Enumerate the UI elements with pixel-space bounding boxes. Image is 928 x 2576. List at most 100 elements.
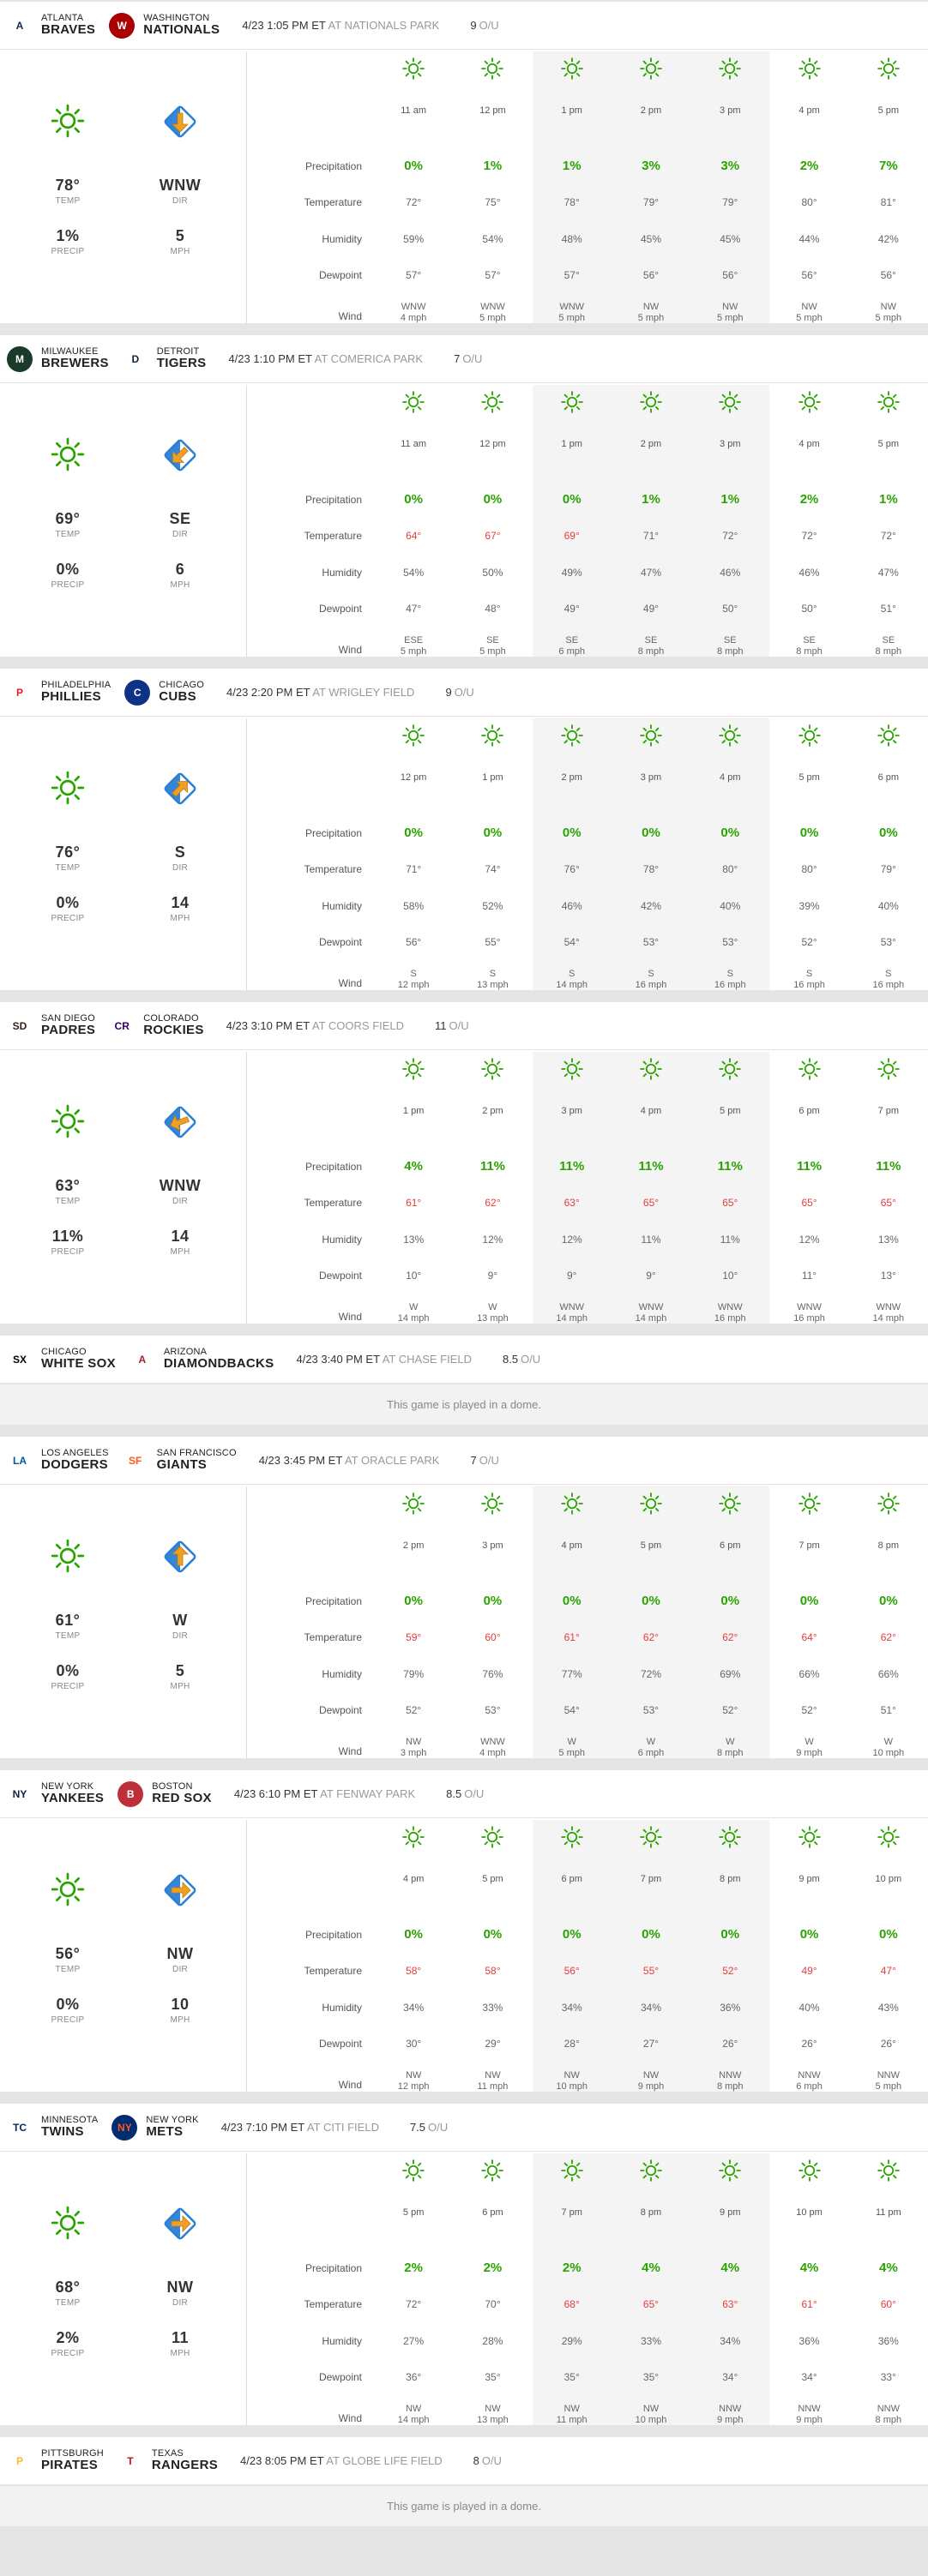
team-away[interactable]: A Atlanta Braves <box>7 12 95 39</box>
team-name-block: New York Mets <box>146 2115 198 2139</box>
sunny-icon <box>798 1492 821 1515</box>
sunny-icon <box>798 1058 821 1080</box>
team-home[interactable]: NY New York Mets <box>111 2114 198 2141</box>
ballpark: AT CITI FIELD <box>306 2121 379 2134</box>
wind-direction: NW <box>801 302 817 312</box>
temp-label: TEMP <box>55 1197 81 1206</box>
team-home[interactable]: B Boston Red Sox <box>118 1780 212 1807</box>
precip-value: 11% <box>876 1159 901 1174</box>
wind-value: WNW 14 mph <box>849 1302 928 1324</box>
wind-direction-icon <box>164 2207 196 2240</box>
sunny-icon <box>640 1826 662 1848</box>
wind-value: WNW 16 mph <box>769 1302 848 1324</box>
sunny-icon <box>481 57 504 80</box>
summary-mph: 5 <box>175 227 185 244</box>
row-label-temperature: Temperature <box>304 196 362 208</box>
precip-value: 0% <box>483 1927 503 1942</box>
team-city: Washington <box>143 12 210 23</box>
team-away[interactable]: P Philadelphia Phillies <box>7 679 111 706</box>
wind-speed: 5 mph <box>558 1748 585 1758</box>
temp-value: 65° <box>642 2298 660 2310</box>
team-home[interactable]: CR Colorado Rockies <box>109 1012 203 1039</box>
temp-value: 63° <box>722 2298 738 2310</box>
dewpoint-value: 54° <box>563 1704 580 1716</box>
temp-value: 74° <box>485 863 501 875</box>
hour-column: 8 pm 0% 62° 66% 51° W 10 mph <box>849 1486 928 1758</box>
row-label-humidity: Humidity <box>322 2002 362 2014</box>
team-name: White Sox <box>41 1356 116 1372</box>
sunny-icon <box>640 391 662 413</box>
summary-mph: 10 <box>171 1996 190 2013</box>
summary-temp: 63° <box>55 1177 81 1194</box>
game-time: 4/23 1:10 PM ET <box>228 352 312 365</box>
game-info: 4/23 6:10 PM ET AT FENWAY PARK <box>234 1787 415 1800</box>
team-away[interactable]: SD San Diego Padres <box>7 1012 95 1039</box>
dewpoint-value: 36° <box>406 2371 422 2383</box>
sunny-icon <box>560 1058 583 1080</box>
team-home[interactable]: C Chicago Cubs <box>124 679 204 706</box>
temp-value: 65° <box>801 1197 817 1209</box>
sunny-icon <box>481 1492 504 1515</box>
temp-value: 60° <box>880 2298 896 2310</box>
home-team-logo: W <box>109 12 136 39</box>
row-label-humidity: Humidity <box>322 900 362 912</box>
team-home[interactable]: A Arizona Diamondbacks <box>129 1346 274 1372</box>
team-away[interactable]: TC Minnesota Twins <box>7 2114 98 2141</box>
summary-dir: WNW <box>159 177 202 194</box>
temp-value: 60° <box>485 1631 501 1643</box>
hour-column: 12 pm 0% 71° 58% 56° S 12 mph <box>374 718 453 990</box>
dewpoint-value: 11° <box>801 1270 817 1282</box>
team-away[interactable]: SX Chicago White Sox <box>7 1346 116 1372</box>
dewpoint-value: 53° <box>880 936 896 948</box>
row-labels: Precipitation Temperature Humidity Dewpoint… <box>247 1486 374 1758</box>
game-card: M Milwaukee Brewers D Detroit Tigers 4/23 1:10… <box>0 335 928 657</box>
away-team-logo: M <box>7 345 33 372</box>
wind-direction: WNW <box>480 1737 505 1747</box>
row-label-humidity: Humidity <box>322 233 362 245</box>
away-team-logo: LA <box>7 1447 33 1474</box>
wind-speed: 13 mph <box>477 1313 509 1324</box>
team-home[interactable]: D Detroit Tigers <box>122 345 207 372</box>
summary-temp: 68° <box>55 2279 81 2296</box>
over-under: 8 O/U <box>473 2454 502 2467</box>
sunny-icon <box>481 391 504 413</box>
team-away[interactable]: NY New York Yankees <box>7 1780 104 1807</box>
team-home[interactable]: W Washington Nationals <box>109 12 220 39</box>
wind-value: W 14 mph <box>374 1302 453 1324</box>
temp-value: 61° <box>801 2298 817 2310</box>
hour-label: 9 pm <box>798 1874 820 1884</box>
mph-label: MPH <box>170 914 190 923</box>
ballpark: AT FENWAY PARK <box>320 1787 416 1800</box>
wind-value: NNW 8 mph <box>849 2404 928 2426</box>
team-city: Atlanta <box>41 12 84 23</box>
team-home[interactable]: T Texas Rangers <box>117 2447 218 2474</box>
sunny-icon <box>560 1492 583 1515</box>
team-name-block: New York Yankees <box>41 1781 104 1805</box>
over-under: 9 O/U <box>445 686 473 699</box>
hour-column: 4 pm 2% 80° 44% 56° NW 5 mph <box>769 51 848 323</box>
summary-mph: 11 <box>171 2329 190 2346</box>
game-time: 4/23 8:05 PM ET <box>240 2454 324 2467</box>
humidity-value: 66% <box>798 1668 820 1680</box>
wind-direction: WNW <box>876 1302 901 1312</box>
summary-temp: 61° <box>55 1612 81 1629</box>
wind-speed: 4 mph <box>479 1748 506 1758</box>
team-away[interactable]: M Milwaukee Brewers <box>7 345 109 372</box>
hour-column: 3 pm 0% 60° 76% 53° WNW 4 mph <box>453 1486 532 1758</box>
team-name-block: Boston Red Sox <box>152 1781 212 1805</box>
dewpoint-value: 9° <box>487 1270 498 1282</box>
summary-dir: NW <box>166 2279 194 2296</box>
temp-label: TEMP <box>55 1965 81 1974</box>
wind-value: NW 5 mph <box>690 302 769 324</box>
wind-speed: 9 mph <box>637 2081 665 2092</box>
hour-column: 11 pm 4% 60° 36% 33° NNW 8 mph <box>849 2153 928 2425</box>
hour-label: 5 pm <box>877 105 900 116</box>
team-away[interactable]: P Pittsburgh Pirates <box>7 2447 104 2474</box>
team-home[interactable]: SF San Francisco Giants <box>122 1447 237 1474</box>
hour-column: 4 pm 0% 61° 77% 54° W 5 mph <box>532 1486 612 1758</box>
wind-direction: WNW <box>559 302 585 312</box>
hour-column: 2 pm 3% 79° 45% 56° NW 5 mph <box>611 51 691 323</box>
team-away[interactable]: LA Los Angeles Dodgers <box>7 1447 109 1474</box>
ou-label: O/U <box>462 352 483 365</box>
wind-speed: 12 mph <box>397 2081 430 2092</box>
